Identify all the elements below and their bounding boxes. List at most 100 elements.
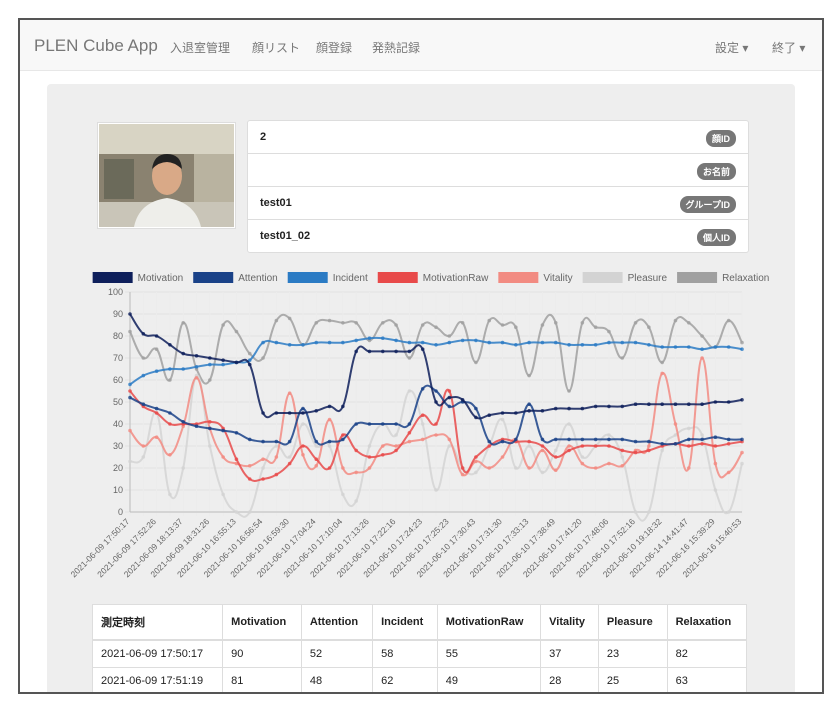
data-point: [487, 340, 492, 345]
data-point: [487, 439, 492, 444]
data-point: [660, 345, 664, 349]
data-point: [474, 415, 478, 420]
data-point: [181, 321, 186, 325]
table-cell: 52: [300, 639, 374, 668]
legend-item: Incident: [287, 272, 368, 284]
data-point: [234, 360, 239, 365]
data-point: [553, 455, 558, 459]
data-point: [154, 347, 159, 351]
brand[interactable]: PLEN Cube App: [34, 36, 158, 55]
data-point: [460, 321, 465, 325]
data-point: [287, 343, 292, 347]
data-point: [580, 461, 585, 466]
profile-badge: 顔ID: [705, 130, 736, 147]
legend-item: MotivationRaw: [377, 272, 489, 284]
nav-link[interactable]: 顔リスト: [252, 41, 301, 55]
data-point: [128, 395, 132, 400]
profile-row: お名前: [248, 154, 748, 187]
data-point: [740, 347, 744, 351]
data-point: [367, 422, 372, 426]
data-point: [580, 406, 585, 411]
data-point: [434, 389, 438, 393]
data-point: [540, 409, 545, 413]
table-cell: 58: [372, 639, 438, 668]
data-point: [128, 329, 132, 334]
data-point: [607, 437, 611, 442]
nav-link[interactable]: 入退室管理: [170, 41, 231, 55]
data-point: [168, 378, 172, 382]
data-point: [434, 422, 438, 426]
nav-dropdown[interactable]: 設定 ▾: [715, 41, 749, 55]
face-photo: [97, 122, 236, 229]
data-point: [620, 464, 625, 468]
data-point: [141, 356, 146, 360]
data-point: [380, 422, 385, 426]
data-point: [633, 510, 638, 514]
data-point: [287, 455, 292, 459]
data-point: [620, 340, 625, 345]
data-point: [593, 404, 598, 409]
column-header: Relaxation: [666, 604, 748, 641]
data-point: [553, 321, 558, 325]
data-point: [460, 398, 465, 402]
data-point: [380, 336, 385, 340]
data-point: [527, 340, 531, 345]
profile-row: test01_02 個人ID: [248, 220, 748, 252]
table-cell: 90: [222, 639, 302, 668]
data-point: [553, 406, 558, 411]
data-point: [261, 466, 265, 470]
data-point: [660, 360, 664, 365]
data-point: [540, 323, 545, 327]
data-point: [234, 457, 239, 461]
data-point: [460, 338, 465, 343]
data-point: [261, 411, 265, 415]
data-point: [447, 444, 452, 448]
data-point: [154, 369, 159, 373]
legend-label: Pleasure: [628, 273, 668, 284]
table-cell: 2021-06-09 17:50:17: [91, 639, 224, 668]
data-point: [713, 435, 718, 439]
data-point: [168, 492, 172, 497]
data-point: [274, 340, 279, 345]
legend-swatch: [677, 272, 718, 283]
data-point: [686, 437, 691, 442]
data-point: [394, 422, 398, 426]
data-point: [527, 439, 531, 444]
data-point: [168, 343, 172, 347]
data-point: [327, 466, 332, 470]
nav-dropdown[interactable]: 終了 ▾: [772, 41, 806, 55]
data-point: [287, 461, 292, 466]
data-point: [380, 453, 385, 457]
data-point: [700, 442, 704, 446]
data-point: [540, 437, 545, 442]
column-header: Pleasure: [597, 604, 668, 641]
table-cell: 37: [540, 639, 599, 668]
data-point: [341, 404, 345, 409]
data-point: [314, 409, 319, 413]
data-point: [208, 362, 212, 367]
data-point: [726, 442, 731, 446]
data-point: [620, 404, 625, 409]
data-point: [354, 338, 358, 343]
data-point: [567, 389, 571, 393]
data-point: [607, 329, 611, 334]
data-point: [434, 343, 438, 347]
column-header: 測定時刻: [91, 604, 224, 641]
data-point: [567, 444, 571, 448]
table-cell: 55: [436, 639, 542, 668]
legend-swatch: [582, 272, 623, 283]
nav-link[interactable]: 顔登録: [316, 41, 353, 55]
data-point: [314, 457, 319, 461]
data-point: [474, 459, 478, 464]
data-point: [154, 435, 159, 439]
data-point: [380, 349, 385, 354]
nav-link[interactable]: 発熱記録: [372, 41, 421, 55]
profile-badge: お名前: [696, 163, 736, 180]
table-cell: 49: [436, 667, 542, 692]
data-point: [367, 349, 372, 354]
data-point: [593, 466, 598, 470]
data-point: [181, 466, 186, 470]
data-point: [540, 470, 545, 475]
data-point: [474, 338, 478, 343]
data-point: [474, 360, 478, 365]
